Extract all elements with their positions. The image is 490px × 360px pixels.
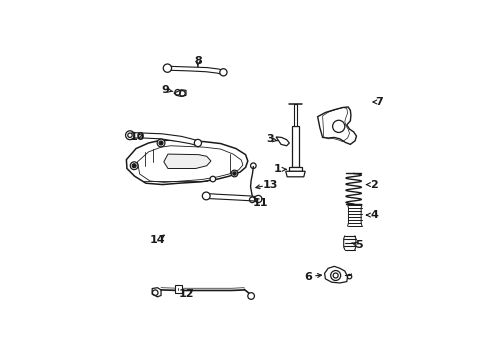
Text: 12: 12 [178, 289, 194, 299]
Polygon shape [126, 140, 248, 185]
Circle shape [163, 64, 172, 72]
Circle shape [159, 141, 163, 145]
Polygon shape [324, 266, 347, 283]
Polygon shape [289, 167, 302, 171]
Circle shape [333, 120, 345, 132]
Text: 2: 2 [370, 180, 378, 190]
Circle shape [125, 131, 134, 140]
Circle shape [210, 176, 216, 182]
Text: 13: 13 [262, 180, 278, 190]
Circle shape [220, 69, 227, 76]
Circle shape [195, 139, 201, 147]
Polygon shape [129, 132, 198, 146]
Text: 11: 11 [253, 198, 269, 208]
Circle shape [132, 164, 136, 168]
Circle shape [128, 133, 132, 138]
Text: 8: 8 [194, 56, 202, 66]
Text: 10: 10 [129, 132, 145, 141]
Polygon shape [166, 66, 224, 75]
Text: 1: 1 [273, 164, 281, 174]
Text: 14: 14 [149, 235, 165, 245]
Circle shape [157, 139, 165, 147]
Polygon shape [292, 126, 299, 167]
Polygon shape [164, 154, 211, 168]
Circle shape [202, 192, 210, 200]
Circle shape [255, 195, 262, 203]
Circle shape [231, 170, 238, 177]
Circle shape [130, 162, 138, 170]
Polygon shape [294, 104, 297, 126]
Text: 4: 4 [370, 210, 378, 220]
Polygon shape [152, 288, 161, 297]
Polygon shape [174, 90, 186, 96]
Polygon shape [175, 285, 182, 293]
Text: 7: 7 [375, 97, 383, 107]
Polygon shape [286, 171, 305, 177]
Circle shape [331, 270, 341, 280]
Polygon shape [318, 107, 356, 144]
Circle shape [248, 293, 254, 299]
Circle shape [233, 172, 236, 175]
Text: 6: 6 [304, 271, 312, 282]
Text: 3: 3 [266, 134, 274, 144]
Text: 5: 5 [355, 240, 363, 250]
Polygon shape [205, 193, 259, 201]
Polygon shape [276, 137, 290, 146]
Text: 9: 9 [161, 85, 169, 95]
